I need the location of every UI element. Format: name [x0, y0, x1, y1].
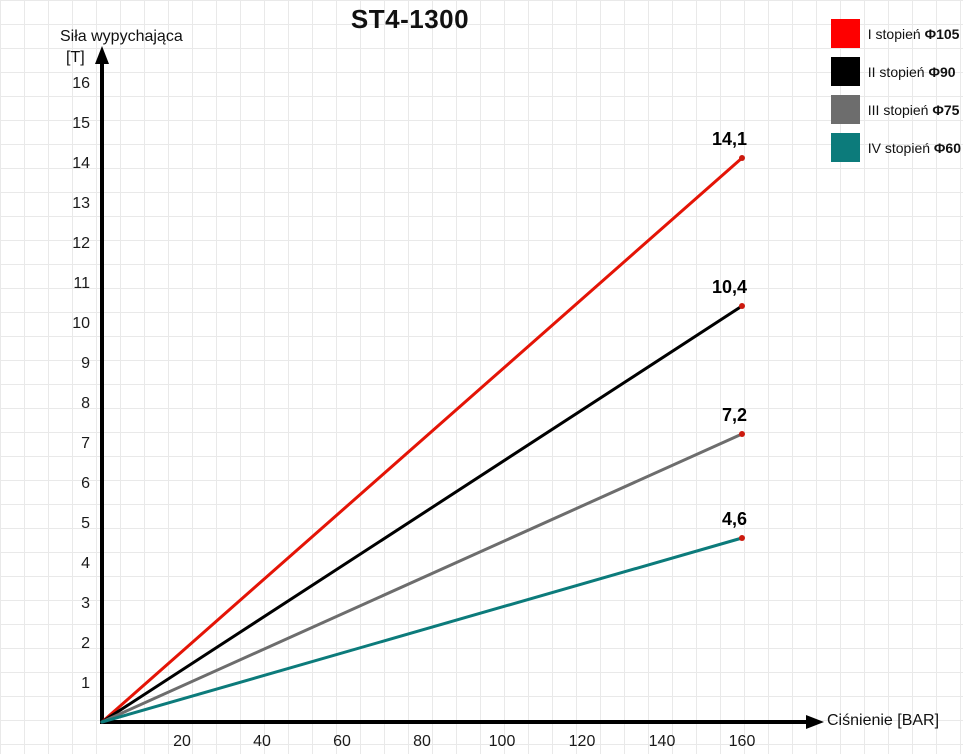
x-axis-label: Ciśnienie [BAR]: [827, 712, 940, 729]
y-tick-label: 1: [81, 675, 90, 692]
y-tick-label: 13: [72, 195, 90, 212]
legend-item-stage4: IV stopień Φ60: [830, 133, 961, 162]
legend-label-stage2: II stopień Φ90: [867, 63, 956, 80]
y-axis-label: Siła wypychająca [T]: [60, 26, 183, 68]
series-line: [100, 304, 744, 724]
legend-swatch-stage1: [830, 19, 860, 48]
series-end-label: 7,2: [722, 405, 747, 425]
y-tick-label: 3: [81, 595, 90, 612]
legend-item-stage1: I stopień Φ105: [830, 19, 961, 48]
legend-item-stage2: II stopień Φ90: [830, 57, 961, 86]
y-tick-label: 7: [81, 435, 90, 452]
x-axis-arrow-icon: [806, 715, 824, 729]
x-tick-label: 140: [649, 733, 676, 750]
series-endpoint: [739, 535, 745, 541]
y-axis-arrow-icon: [95, 46, 109, 64]
y-axis-unit: [T]: [66, 49, 85, 66]
legend-label-stage3: III stopień Φ75: [867, 101, 960, 118]
series-end-label: 14,1: [712, 129, 747, 149]
series-line: [100, 536, 744, 724]
series-line: [100, 156, 744, 724]
y-tick-label: 2: [81, 635, 90, 652]
y-tick-label: 9: [81, 355, 90, 372]
y-tick-label: 4: [81, 555, 90, 572]
series-endpoint: [739, 431, 745, 437]
y-tick-label: 10: [72, 315, 90, 332]
y-axis-label-text: Siła wypychająca: [60, 28, 183, 45]
legend: I stopień Φ105 II stopień Φ90 III stopie…: [830, 19, 961, 171]
y-tick-label: 11: [73, 275, 90, 292]
legend-item-stage3: III stopień Φ75: [830, 95, 961, 124]
series-line: [100, 432, 744, 724]
x-tick-label: 160: [729, 733, 756, 750]
y-tick-label: 16: [72, 75, 90, 92]
series-endpoint: [739, 303, 745, 309]
y-tick-label: 6: [81, 475, 90, 492]
y-tick-label: 8: [81, 395, 90, 412]
x-tick-label: 80: [413, 733, 431, 750]
series-end-label: 4,6: [722, 509, 747, 529]
x-tick-label: 120: [569, 733, 596, 750]
x-tick-label: 100: [489, 733, 516, 750]
series-endpoint: [739, 155, 745, 161]
y-tick-label: 5: [81, 515, 90, 532]
x-tick-label: 20: [173, 733, 191, 750]
x-tick-label: 40: [253, 733, 271, 750]
legend-label-stage4: IV stopień Φ60: [867, 139, 961, 156]
series-end-label: 10,4: [712, 277, 747, 297]
legend-swatch-stage3: [830, 95, 860, 124]
legend-swatch-stage2: [830, 57, 860, 86]
legend-label-stage1: I stopień Φ105: [867, 25, 960, 42]
y-tick-label: 15: [72, 115, 90, 132]
legend-swatch-stage4: [830, 133, 860, 162]
chart-title: ST4-1300: [350, 4, 470, 34]
y-tick-label: 14: [72, 155, 90, 172]
x-tick-label: 60: [333, 733, 351, 750]
y-tick-label: 12: [72, 235, 90, 252]
